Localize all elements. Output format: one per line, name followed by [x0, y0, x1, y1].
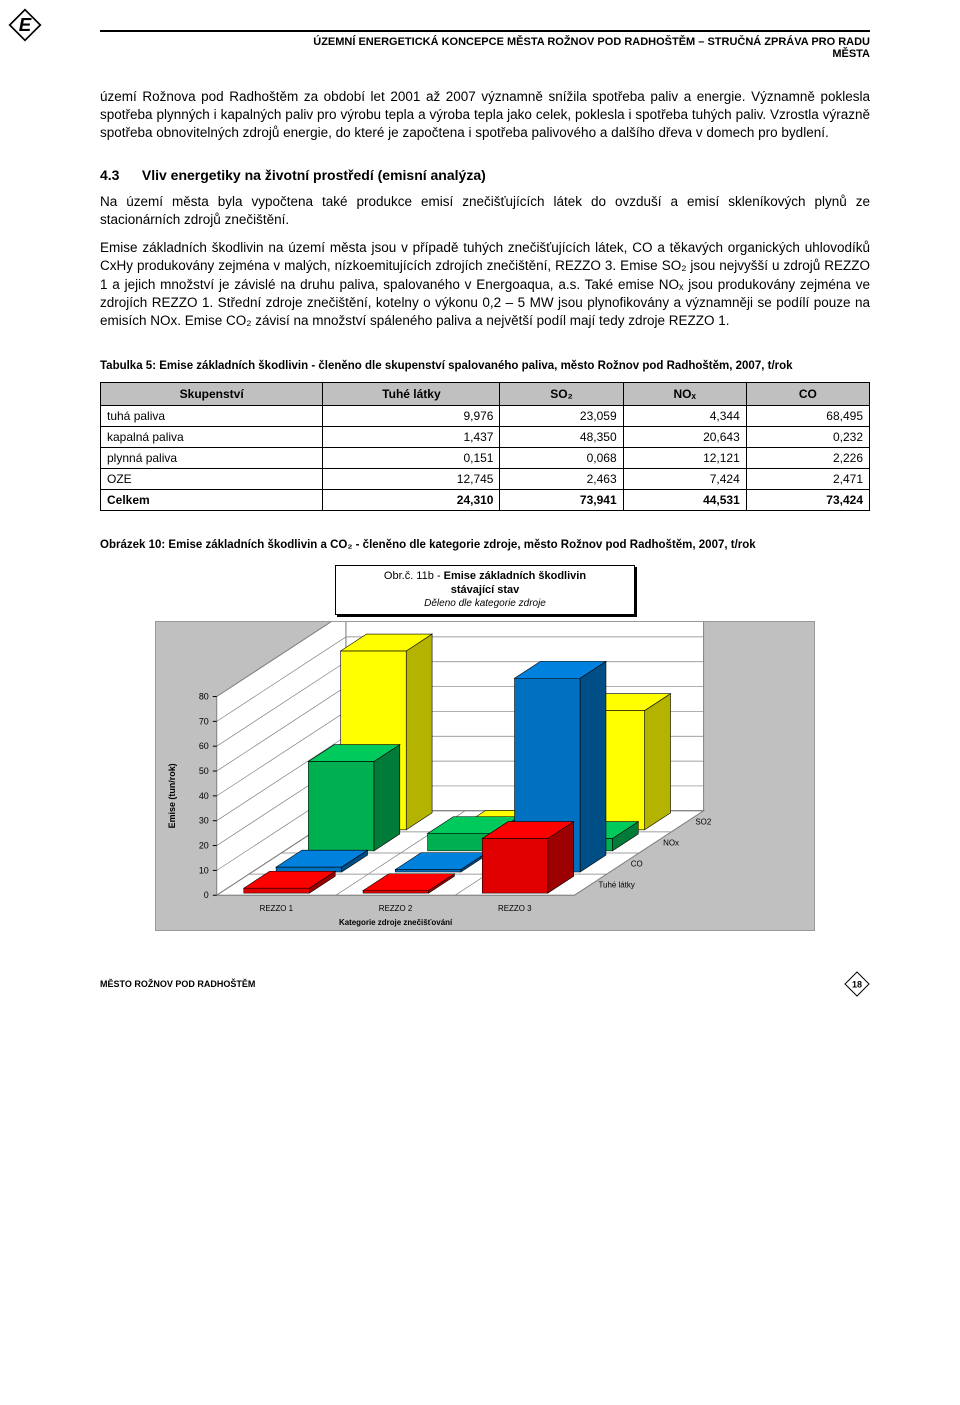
col-nox: NOₓ: [623, 383, 746, 406]
section-heading: 4.3 Vliv energetiky na životní prostředí…: [100, 167, 870, 183]
chart-title-prefix: Obr.č. 11b -: [384, 570, 444, 582]
svg-text:Emise (tun/rok): Emise (tun/rok): [167, 764, 177, 829]
svg-text:REZZO 2: REZZO 2: [379, 904, 413, 913]
svg-text:50: 50: [199, 766, 209, 776]
svg-text:40: 40: [199, 791, 209, 801]
col-tuhe: Tuhé látky: [323, 383, 500, 406]
chart-title-line2: stávající stav: [342, 584, 628, 598]
col-co: CO: [746, 383, 869, 406]
figure-caption: Obrázek 10: Emise základních škodlivin a…: [100, 539, 870, 551]
svg-text:SO2: SO2: [695, 817, 711, 826]
svg-text:10: 10: [199, 866, 209, 876]
svg-text:20: 20: [199, 841, 209, 851]
svg-text:70: 70: [199, 717, 209, 727]
svg-text:REZZO 3: REZZO 3: [498, 904, 532, 913]
svg-text:Kategorie zdroje znečišťování: Kategorie zdroje znečišťování: [339, 918, 453, 927]
table-row: OZE12,7452,4637,4242,471: [101, 469, 870, 490]
svg-text:0: 0: [204, 890, 209, 900]
svg-text:18: 18: [852, 980, 862, 990]
svg-text:REZZO 1: REZZO 1: [260, 904, 294, 913]
chart-title-box: Obr.č. 11b - Emise základních škodlivin …: [335, 565, 635, 615]
svg-text:30: 30: [199, 816, 209, 826]
heading-text: Vliv energetiky na životní prostředí (em…: [142, 167, 486, 183]
table-total-row: Celkem24,31073,94144,53173,424: [101, 490, 870, 511]
col-skupenstvi: Skupenství: [101, 383, 323, 406]
heading-number: 4.3: [100, 167, 138, 183]
svg-text:80: 80: [199, 692, 209, 702]
svg-text:E: E: [19, 14, 32, 35]
table-row: kapalná paliva1,43748,35020,6430,232: [101, 427, 870, 448]
svg-text:NOx: NOx: [663, 839, 679, 848]
chart-title-bold: Emise základních škodlivin: [444, 570, 586, 582]
paragraph-1: území Rožnova pod Radhoštěm za období le…: [100, 88, 870, 143]
table-row: tuhá paliva9,97623,0594,34468,495: [101, 406, 870, 427]
page-header: ÚZEMNÍ ENERGETICKÁ KONCEPCE MĚSTA ROŽNOV…: [100, 30, 870, 60]
chart-title-line3: Děleno dle kategorie zdroje: [342, 598, 628, 611]
svg-text:CO: CO: [631, 860, 643, 869]
chart-container: Obr.č. 11b - Emise základních škodlivin …: [155, 565, 815, 931]
emissions-table: Skupenství Tuhé látky SO₂ NOₓ CO tuhá pa…: [100, 382, 870, 511]
chart-plot: 0 10 20 30 40 50 60 70 80 Emise (tun/rok) SO2 NOx CO…: [155, 621, 815, 931]
header-line-1: ÚZEMNÍ ENERGETICKÁ KONCEPCE MĚSTA ROŽNOV…: [100, 36, 870, 48]
table-caption: Tabulka 5: Emise základních škodlivin - …: [100, 360, 870, 372]
paragraph-3: Emise základních škodlivin na území měst…: [100, 239, 870, 330]
footer-text: MĚSTO ROŽNOV POD RADHOŠTĚM: [100, 979, 255, 989]
header-line-2: MĚSTA: [100, 48, 870, 60]
logo-icon: E: [8, 8, 42, 42]
col-so2: SO₂: [500, 383, 623, 406]
svg-text:60: 60: [199, 741, 209, 751]
svg-text:Tuhé látky: Tuhé látky: [599, 881, 635, 890]
table-header-row: Skupenství Tuhé látky SO₂ NOₓ CO: [101, 383, 870, 406]
paragraph-2: Na území města byla vypočtena také produ…: [100, 193, 870, 229]
table-row: plynná paliva0,1510,06812,1212,226: [101, 448, 870, 469]
page-number: 18: [844, 971, 870, 997]
